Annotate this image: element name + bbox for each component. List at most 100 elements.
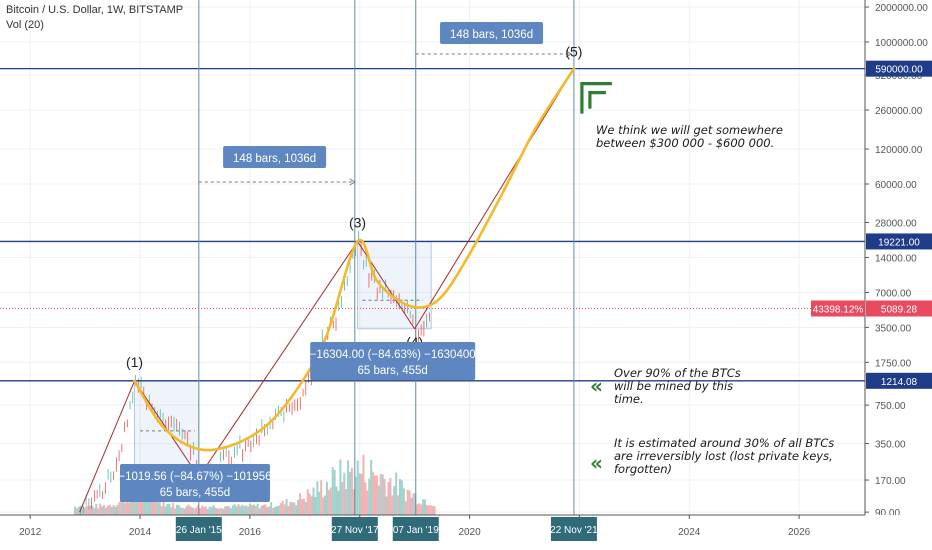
volume-bar [110, 507, 113, 515]
volume-bar [395, 472, 398, 515]
volume-bar [389, 478, 392, 515]
volume-bar [324, 495, 327, 515]
volume-bar [358, 473, 361, 515]
volume-bar [360, 473, 363, 515]
current-price-badge [866, 300, 932, 317]
volume-bar [420, 504, 423, 515]
x-tick-label: 2026 [788, 527, 811, 538]
volume-bar [127, 502, 130, 515]
volume-bar [202, 506, 205, 515]
y-axis-panel [865, 0, 932, 550]
volume-bar [372, 471, 375, 515]
callout-text: −16304.00 (−84.63%) −1630400 [310, 349, 476, 361]
volume-bar [299, 493, 302, 515]
volume-bar [408, 490, 411, 515]
volume-bar [164, 506, 167, 515]
callout-text: 65 bars, 455d [358, 365, 428, 377]
volume-bar [398, 479, 401, 515]
volume-bar [81, 505, 84, 515]
volume-bar [108, 504, 111, 515]
x-tick-label: 2016 [239, 527, 262, 538]
volume-bar [327, 489, 330, 515]
y-tick-label: 90.00 [875, 508, 900, 519]
volume-bar [427, 505, 430, 515]
measure-callout [310, 342, 476, 380]
volume-indicator-label: Vol (20) [6, 19, 44, 31]
volume-bar [337, 490, 340, 515]
volume-bar [322, 497, 325, 515]
note-line: Over 90% of the BTCs [614, 366, 741, 380]
volume-bar [126, 496, 129, 515]
volume-bar [85, 505, 88, 515]
date-badge [331, 517, 378, 541]
volume-bar [74, 506, 77, 515]
volume-bar [214, 507, 217, 515]
projection-line [414, 68, 575, 330]
volume-bar [287, 506, 290, 515]
note-line: forgotten) [614, 462, 673, 476]
volume-bar [260, 505, 263, 515]
volume-bar [400, 480, 403, 515]
volume-bar [431, 505, 434, 515]
volume-bar [335, 486, 338, 515]
volume-bar [222, 508, 225, 515]
volume-bar [268, 506, 271, 515]
volume-bar [116, 504, 119, 515]
volume-bar [356, 460, 359, 515]
volume-bar [212, 505, 215, 515]
volume-bar [229, 508, 232, 515]
volume-bar [237, 504, 240, 515]
volume-bar [429, 505, 432, 515]
note-line: between $300 000 - $600 000. [596, 136, 775, 150]
volume-bar [262, 504, 265, 515]
date-badge [392, 517, 439, 541]
volume-bar [285, 499, 288, 515]
volume-bar [368, 478, 371, 515]
level-badge-label: 19221.00 [878, 237, 920, 248]
volume-bar [316, 481, 319, 515]
volume-bar [418, 503, 421, 515]
note-line: time. [614, 392, 644, 406]
volume-bar [83, 507, 86, 515]
volume-bar [352, 489, 355, 515]
volume-bar [347, 460, 350, 515]
volume-bar [416, 504, 419, 515]
level-badge [866, 60, 932, 77]
note-line: It is estimated around 30% of all BTCs [614, 436, 835, 450]
volume-bar [183, 508, 186, 515]
volume-bar [393, 486, 396, 515]
callout-text: 65 bars, 455d [160, 487, 230, 499]
volume-bar [235, 506, 238, 515]
volume-bar [231, 505, 234, 515]
volume-bar [256, 503, 259, 515]
volume-bar [191, 507, 194, 515]
volume-bar [208, 506, 211, 515]
volume-bar [143, 494, 146, 515]
volume-bar [349, 471, 352, 515]
projection-line [79, 380, 136, 513]
volume-bar [250, 505, 253, 515]
y-tick-label: 1750.00 [875, 358, 912, 369]
volume-bar [331, 467, 334, 515]
volume-bar [302, 498, 305, 515]
note-line: will be mined by this [614, 379, 734, 393]
volume-bar [406, 489, 409, 515]
volume-bar [118, 501, 121, 515]
volume-bar [185, 506, 188, 515]
volume-bar [333, 469, 336, 515]
volume-bar [412, 493, 415, 515]
volume-bar [154, 501, 157, 515]
volume-bar [249, 503, 252, 515]
volume-bar [195, 507, 198, 515]
volume-bar [174, 508, 177, 515]
volume-bar [102, 504, 105, 515]
duration-callout [440, 22, 544, 44]
volume-bar [381, 474, 384, 515]
volume-bar [243, 505, 246, 515]
date-badge [550, 517, 597, 541]
chart-title: Bitcoin / U.S. Dollar, 1W, BITSTAMP [6, 4, 184, 16]
volume-bar [227, 506, 230, 515]
volume-bar [410, 497, 413, 515]
